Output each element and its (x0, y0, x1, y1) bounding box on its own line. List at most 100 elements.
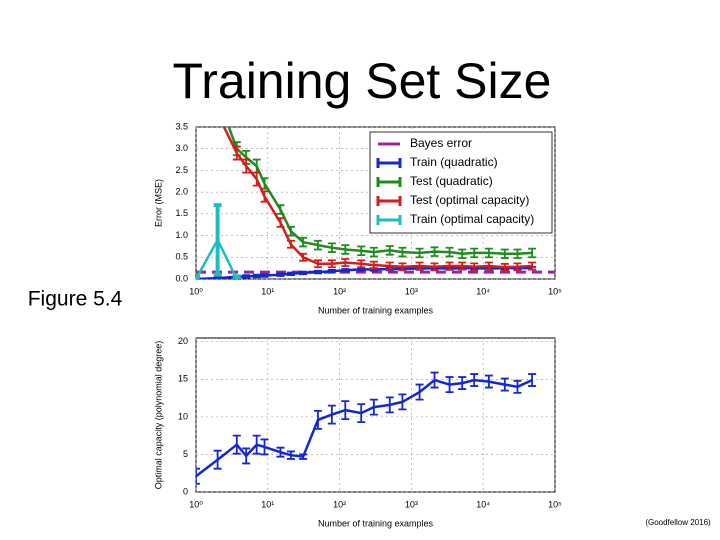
legend-label: Test (quadratic) (410, 174, 493, 188)
error-bar (500, 377, 509, 392)
x-tick-label: 10³ (405, 286, 418, 296)
error-bar (415, 247, 424, 259)
error-bar (484, 261, 493, 271)
x-tick-label: 10² (333, 286, 346, 296)
error-bar (357, 259, 366, 269)
legend-label: Train (optimal capacity) (410, 212, 534, 226)
error-bar (299, 270, 308, 276)
error-bar (276, 272, 285, 277)
error-bar (213, 276, 222, 279)
error-bar (286, 271, 295, 276)
y-tick-label: 10 (178, 411, 188, 421)
x-tick-label: 10⁰ (189, 286, 203, 296)
y-axis-label: Optimal capacity (polynomial degree) (153, 341, 163, 490)
y-tick-label: 1.5 (175, 208, 188, 218)
y-tick-label: 20 (178, 336, 188, 346)
credit: (Goodfellow 2016) (645, 518, 711, 527)
x-axis-label: Number of training examples (318, 518, 434, 528)
plot-layer (192, 31, 555, 279)
error-bar (260, 438, 269, 456)
error-bar (528, 373, 537, 387)
figure-label: Figure 5.4 (28, 288, 123, 311)
error-bar (445, 246, 454, 258)
error-bar (398, 246, 407, 258)
error-bar (470, 373, 479, 387)
error-bar (369, 260, 378, 270)
error-bar (192, 31, 200, 48)
error-bar (430, 246, 439, 257)
error-bar (484, 374, 493, 389)
y-tick-label: 2.5 (175, 165, 188, 175)
legend-label: Train (quadratic) (410, 155, 498, 169)
error-bar (232, 434, 241, 455)
error-bar (385, 396, 394, 414)
error-bar (513, 262, 522, 272)
error-bar (357, 403, 366, 424)
x-tick-label: 10⁰ (189, 499, 203, 509)
error-bar (415, 261, 424, 271)
error-bar (385, 261, 394, 271)
legend-swatch (376, 177, 402, 187)
error-bar (196, 467, 200, 485)
error-bar (369, 398, 378, 416)
legend-label: Bayes error (410, 136, 472, 150)
error-bar (327, 268, 336, 274)
error-bar (398, 262, 407, 272)
x-tick-label: 10¹ (261, 499, 274, 509)
error-bar (430, 371, 439, 389)
y-tick-label: 15 (178, 374, 188, 384)
error-bar (327, 259, 336, 269)
error-bar (430, 262, 439, 272)
x-axis-label: Number of training examples (318, 305, 434, 315)
y-tick-label: 1.0 (175, 230, 188, 240)
error-bar (484, 247, 493, 259)
y-tick-label: 0 (183, 486, 188, 496)
y-tick-label: 2.0 (175, 187, 188, 197)
error-bar (341, 400, 350, 421)
error-bar (313, 259, 322, 269)
error-bar (242, 274, 251, 279)
plot-layer (196, 371, 537, 485)
error-bar (196, 274, 200, 279)
error-bar (313, 239, 322, 251)
legend-label: Test (optimal capacity) (410, 193, 529, 207)
error-bar (242, 447, 251, 465)
y-tick-label: 0.0 (175, 273, 188, 283)
x-tick-label: 10⁴ (476, 499, 490, 509)
error-bar (327, 404, 336, 425)
error-bar (341, 244, 350, 255)
error-bar (276, 204, 285, 215)
error-bar (528, 261, 537, 271)
error-bar (500, 248, 509, 260)
error-bar (242, 158, 251, 174)
error-bar (232, 145, 241, 161)
legend-swatch (376, 158, 402, 168)
error-bar (299, 252, 308, 262)
error-bar (252, 434, 261, 455)
error-bar (458, 261, 467, 271)
y-tick-label: 5 (183, 449, 188, 459)
legend-swatch (376, 196, 402, 206)
error-bar (213, 203, 222, 277)
error-bar (260, 273, 269, 278)
error-bar (299, 236, 308, 248)
y-tick-label: 0.5 (175, 252, 188, 262)
x-tick-label: 10⁵ (548, 286, 562, 296)
error-bar (213, 449, 222, 470)
error-bar (313, 269, 322, 275)
error-bar (341, 258, 350, 267)
error-bar (513, 379, 522, 394)
error-bar (260, 190, 269, 203)
x-tick-label: 10² (333, 499, 346, 509)
error-bar (276, 217, 285, 228)
error-bar (286, 239, 295, 249)
y-tick-label: 3.0 (175, 143, 188, 153)
x-tick-label: 10¹ (261, 286, 274, 296)
error-bar (313, 409, 322, 430)
x-tick-label: 10⁵ (548, 499, 562, 509)
error-bar (398, 393, 407, 411)
error-bar (445, 261, 454, 271)
error-bar (252, 273, 261, 279)
error-bar (276, 446, 285, 458)
